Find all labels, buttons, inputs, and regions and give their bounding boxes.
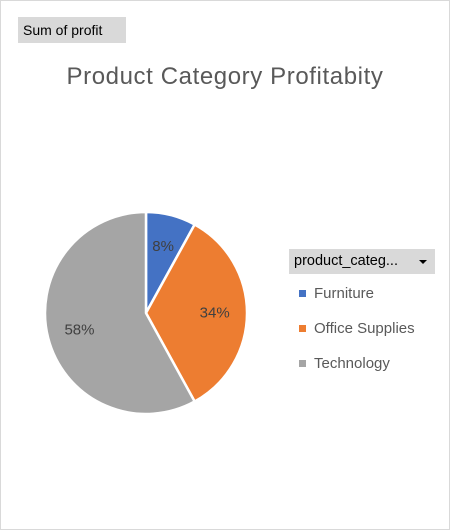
legend-swatch-furniture	[299, 289, 306, 297]
legend-field-dropdown[interactable]: product_categ...	[289, 249, 435, 274]
pie-slice-technology[interactable]	[43, 210, 196, 416]
data-label-furniture: 8%	[152, 238, 174, 255]
chart-title: Product Category Profitabity	[66, 63, 384, 90]
data-label-office-supplies: 34%	[200, 305, 230, 322]
legend-label: Furniture	[314, 285, 375, 302]
value-field-button[interactable]: Sum of profit	[18, 17, 126, 43]
data-label-technology: 58%	[64, 322, 94, 339]
legend-item-furniture[interactable]: Furniture	[299, 283, 374, 305]
legend-item-office-supplies[interactable]: Office Supplies	[299, 318, 415, 340]
legend-item-technology[interactable]: Technology	[299, 353, 390, 375]
pie-data-labels: 8% 34% 58%	[64, 238, 229, 339]
legend-label: Technology	[314, 355, 390, 372]
legend-swatch-office-supplies	[299, 324, 306, 332]
legend-label: Office Supplies	[314, 320, 415, 337]
pie-slices	[43, 210, 249, 416]
chevron-down-icon[interactable]	[419, 260, 427, 264]
legend-field-label: product_categ...	[294, 253, 398, 269]
legend-swatch-technology	[299, 359, 306, 367]
